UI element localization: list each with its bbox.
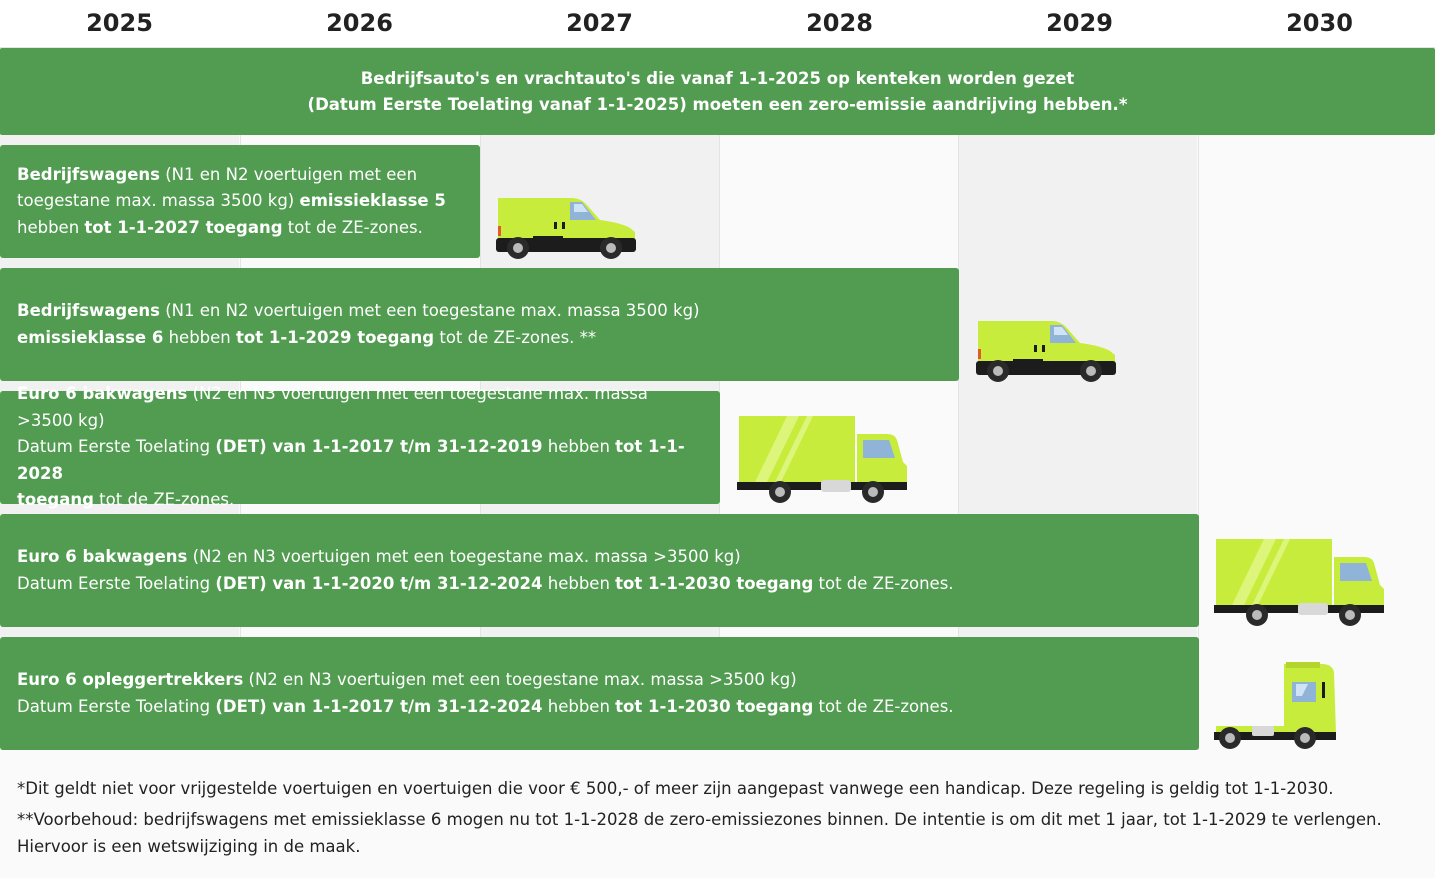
rule-text: (N2 en N3 voertuigen met een toegestane … <box>187 547 741 566</box>
year-2028: 2028 <box>806 9 873 37</box>
rule-bar-bakwagens-2017-2019: Euro 6 bakwagens (N2 en N3 voertuigen me… <box>0 384 720 509</box>
rule-text-line: Euro 6 bakwagens (N2 en N3 voertuigen me… <box>17 544 1182 571</box>
year-2025: 2025 <box>86 9 153 37</box>
rule-text: tot de ZE-zones. <box>93 490 235 510</box>
year-2030: 2030 <box>1286 9 1353 37</box>
rule-text-bold: Euro 6 bakwagens <box>17 547 188 566</box>
timeline-header: 2025 2026 2027 2028 2029 2030 <box>0 0 1435 48</box>
rule-text-bold: tot 1-1-2030 toegang <box>615 573 814 593</box>
rule-text: hebben <box>17 217 85 237</box>
rule-bar-bedrijfswagens-ek5: Bedrijfswagens (N1 en N2 voertuigen met … <box>0 145 480 258</box>
rule-text-bold: emissieklasse 6 <box>17 327 164 347</box>
rule-text-bold: Euro 6 bakwagens <box>17 384 188 404</box>
rule-bar-opleggertrekkers: Euro 6 opleggertrekkers (N2 en N3 voertu… <box>0 637 1199 750</box>
footnote-1: *Dit geldt niet voor vrijgestelde voertu… <box>17 779 1334 798</box>
year-2026: 2026 <box>326 9 393 37</box>
rule-text: (N1 en N2 voertuigen met een toegestane … <box>159 301 700 320</box>
rule-text-bold: tot 1-1-2027 toegang <box>84 217 283 237</box>
rule-text: tot de ZE-zones. ** <box>434 327 597 347</box>
year-2027: 2027 <box>566 9 633 37</box>
rule-text-bold: Bedrijfswagens <box>17 164 160 184</box>
rule-text-bold: tot 1-1-2030 toegang <box>615 696 814 716</box>
box-truck-icon <box>737 416 907 503</box>
rule-text-bold: tot 1-1-2029 toegang <box>236 327 435 347</box>
rule-text-bold: tot 1-1-2028 <box>17 437 685 483</box>
box-truck-icon <box>1214 539 1384 626</box>
rule-bar-bakwagens-2020-2024: Euro 6 bakwagens (N2 en N3 voertuigen me… <box>0 514 1199 627</box>
rule-text: tot de ZE-zones. <box>813 573 954 593</box>
column-divider <box>1198 0 1199 750</box>
rule-text: Datum Eerste Toelating <box>17 437 216 457</box>
rule-text-line: Bedrijfswagens (N1 en N2 voertuigen met … <box>17 162 463 189</box>
rule-text: hebben <box>542 696 616 716</box>
rule-text: tot de ZE-zones. <box>282 217 423 237</box>
rule-text-line: toegang tot de ZE-zones. <box>17 487 703 514</box>
rule-text-line: Bedrijfswagens (N1 en N2 voertuigen met … <box>17 298 942 325</box>
rule-text: hebben <box>542 437 616 457</box>
rule-text: (N1 en N2 voertuigen met een <box>159 164 418 184</box>
year-2029: 2029 <box>1046 9 1113 37</box>
rule-text-bold: Bedrijfswagens <box>17 301 160 320</box>
rule-text-line: Euro 6 opleggertrekkers (N2 en N3 voertu… <box>17 667 1182 694</box>
van-icon <box>976 321 1116 382</box>
rule-text-bold: emissieklasse 5 <box>299 191 446 211</box>
rule-text-line: toegestane max. massa 3500 kg) emissiekl… <box>17 188 463 215</box>
banner-line-2: (Datum Eerste Toelating vanaf 1-1-2025) … <box>307 94 1128 114</box>
zero-emission-banner: Bedrijfsauto's en vrachtauto's die vanaf… <box>0 48 1435 135</box>
rule-text-line: Datum Eerste Toelating (DET) van 1-1-201… <box>17 434 703 487</box>
rule-text-bold: (DET) van 1-1-2017 t/m 31-12-2019 <box>215 437 543 457</box>
rule-text-bold: toegang <box>17 490 94 510</box>
rule-text: Datum Eerste Toelating <box>17 696 216 716</box>
rule-text: hebben <box>163 327 237 347</box>
banner-line-1: Bedrijfsauto's en vrachtauto's die vanaf… <box>360 68 1075 88</box>
rule-text: toegestane max. massa 3500 kg) <box>17 191 300 211</box>
rule-text-line: emissieklasse 6 hebben tot 1-1-2029 toeg… <box>17 325 942 352</box>
rule-text-line: Euro 6 bakwagens (N2 en N3 voertuigen me… <box>17 381 703 434</box>
tractor-unit-icon <box>1214 662 1336 749</box>
rule-text-bold: (DET) van 1-1-2020 t/m 31-12-2024 <box>215 573 543 593</box>
rule-text-line: hebben tot 1-1-2027 toegang tot de ZE-zo… <box>17 215 463 242</box>
rule-text-line: Datum Eerste Toelating (DET) van 1-1-202… <box>17 571 1182 598</box>
van-icon <box>496 198 636 259</box>
rule-text: hebben <box>542 573 616 593</box>
rule-text-bold: Euro 6 opleggertrekkers <box>17 670 244 689</box>
rule-text: Datum Eerste Toelating <box>17 573 216 593</box>
rule-text: (N2 en N3 voertuigen met een toegestane … <box>17 384 648 430</box>
footnote-2: **Voorbehoud: bedrijfswagens met emissie… <box>17 810 1382 856</box>
rule-text-bold: (DET) van 1-1-2017 t/m 31-12-2024 <box>215 696 543 716</box>
rule-text: (N2 en N3 voertuigen met een toegestane … <box>243 670 797 689</box>
rule-bar-bedrijfswagens-ek6: Bedrijfswagens (N1 en N2 voertuigen met … <box>0 268 959 381</box>
rule-text-line: Datum Eerste Toelating (DET) van 1-1-201… <box>17 694 1182 721</box>
rule-text: tot de ZE-zones. <box>813 696 954 716</box>
